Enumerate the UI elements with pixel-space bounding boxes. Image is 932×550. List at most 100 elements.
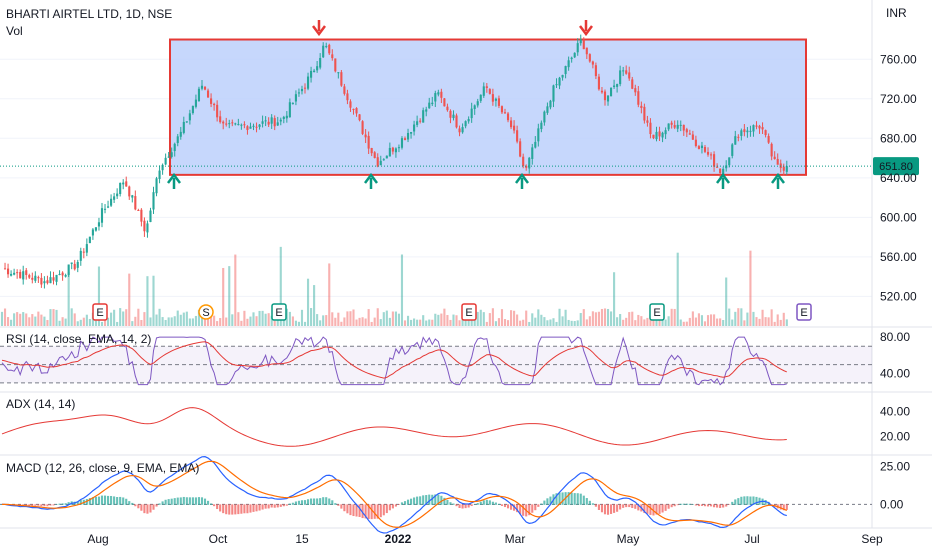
volume-bar [49,309,52,326]
volume-bar [603,308,607,326]
candle-body [155,178,158,194]
event-marker-earnings: E [796,303,812,321]
macd-hist-bar [755,496,758,505]
macd-hist-bar [658,504,661,514]
candle-body [137,209,140,211]
candle-body [646,120,649,123]
volume-bar [667,316,670,326]
volume-bar [134,316,137,326]
volume-bar [749,250,752,326]
candle-body [179,131,182,137]
candle-body [688,133,691,135]
candle-body [279,119,282,122]
volume-bar [709,314,713,326]
candle-body [406,132,410,140]
candle-body [446,106,449,111]
volume-bar [688,317,691,326]
candle-body [543,111,546,123]
macd-hist-bar [531,504,534,513]
volume-bar [655,316,658,326]
volume-bar [549,319,552,326]
volume-bar [28,317,31,326]
candle-body [697,146,700,149]
price-tick-label: 640.00 [880,171,917,185]
candle-body [213,103,216,106]
macd-hist-bar [103,495,107,505]
volume-bar [52,309,55,326]
volume-bar [306,278,310,326]
candle-body [349,101,352,108]
candle-body [719,168,722,174]
macd-hist-bar [297,500,301,505]
macd-hist-bar [346,504,349,514]
price-tick-label: 680.00 [880,131,917,145]
volume-bar [646,317,649,326]
volume-bar [106,317,110,326]
volume-bar [734,311,737,326]
macd-hist-bar [88,498,91,505]
volume-bar [288,311,291,326]
macd-hist-bar [646,504,649,514]
macd-hist-bar [419,496,422,505]
volume-bar [546,320,549,326]
macd-hist-bar [749,496,752,505]
macd-hist-bar [719,504,722,508]
candle-body [403,138,407,140]
candle-body [637,91,640,105]
macd-hist-bar [155,504,158,507]
macd-hist-bar [622,504,625,508]
volume-bar [637,314,640,326]
volume-bar [200,315,204,326]
macd-hist-bar [216,504,219,510]
macd-hist-bar [376,504,379,519]
volume-bar [152,275,155,326]
volume-bar [600,308,604,326]
candle-body [676,124,679,129]
volume-bar [31,314,34,326]
macd-hist-bar [543,500,546,505]
volume-bar [197,309,201,326]
candle-body [113,196,116,200]
macd-hist-bar [28,504,31,506]
candle-body [40,277,43,285]
macd-signal-line [1,460,788,528]
candle-body [588,54,591,62]
candle-body [276,122,279,126]
candle-body [731,144,734,156]
candle-body [743,129,746,133]
volume-bar [243,310,246,326]
macd-hist-bar [225,504,228,515]
volume-bar [522,319,525,326]
volume-bar [700,315,704,326]
volume-bar [13,313,16,326]
macd-hist-bar [382,504,385,516]
macd-hist-bar [152,504,155,510]
candle-body [316,66,319,71]
volume-bar [282,318,285,326]
candle-body [443,98,446,107]
volume-bar [264,313,267,326]
macd-hist-bar [116,497,119,505]
volume-bar [3,308,7,326]
macd-hist-bar [258,504,261,511]
macd-hist-bar [261,504,264,510]
candle-body [419,120,422,122]
volume-label: Vol [6,24,23,38]
volume-bar [370,321,373,326]
event-marker-earnings: E [461,303,477,321]
macd-hist-bar [485,499,488,505]
volume-bar [634,320,637,326]
macd-hist-bar [497,503,500,505]
candle-body [258,124,261,127]
volume-bar [19,313,22,326]
volume-bar [722,320,725,326]
candle-body [685,129,688,133]
candle-body [188,113,191,121]
candle-body [382,159,385,161]
volume-bar [310,308,313,326]
candle-body [691,134,694,140]
candle-body [197,88,201,102]
candle-body [528,157,531,169]
candle-body [119,182,122,194]
